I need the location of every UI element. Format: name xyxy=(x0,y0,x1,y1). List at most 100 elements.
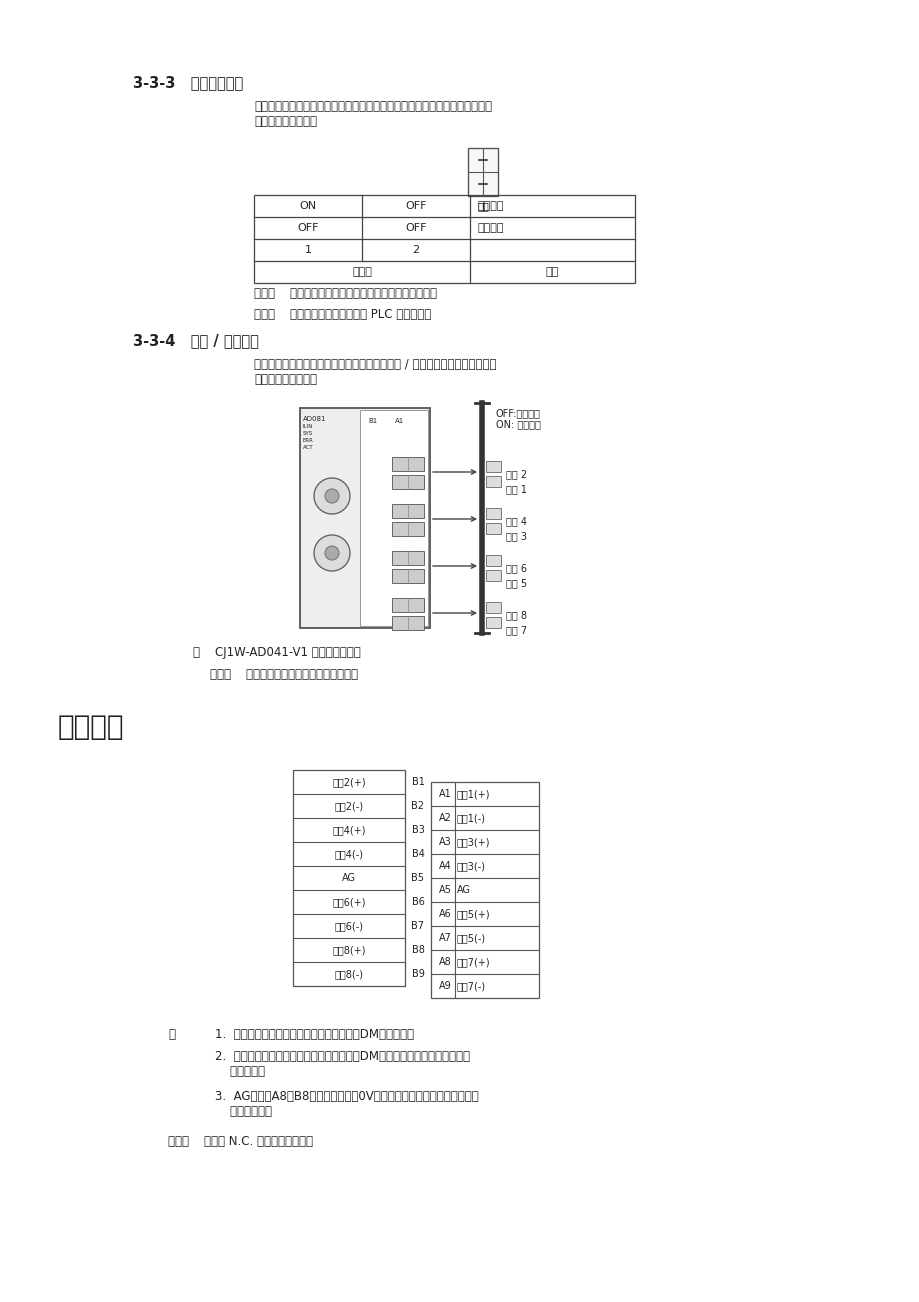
Text: AG: AG xyxy=(457,885,471,894)
Text: 输入5(+): 输入5(+) xyxy=(457,909,490,919)
Text: 3-3-3   操作模式开关: 3-3-3 操作模式开关 xyxy=(133,76,243,90)
Text: 注: 注 xyxy=(168,1029,175,1042)
Text: ！注意    安装或拆卸接线板前确定关闭电源。: ！注意 安装或拆卸接线板前确定关闭电源。 xyxy=(210,668,357,681)
Bar xyxy=(485,461,501,473)
Text: A7: A7 xyxy=(438,934,451,943)
Text: 输入 8: 输入 8 xyxy=(505,611,527,620)
Text: 输入2(-): 输入2(-) xyxy=(335,801,363,811)
Text: B7: B7 xyxy=(411,921,424,931)
Text: 模式: 模式 xyxy=(477,201,488,211)
Text: ILIN: ILIN xyxy=(302,424,313,428)
Text: OFF: OFF xyxy=(404,223,426,233)
Bar xyxy=(359,410,427,626)
Bar xyxy=(485,508,501,519)
Text: 输入2(+): 输入2(+) xyxy=(332,777,366,786)
Bar xyxy=(485,477,501,487)
Text: ERR: ERR xyxy=(302,437,313,443)
Bar xyxy=(485,555,501,566)
Text: AD081: AD081 xyxy=(302,417,326,422)
Text: 输入3(-): 输入3(-) xyxy=(457,861,485,871)
Text: 输入8(-): 输入8(-) xyxy=(335,969,363,979)
Text: A6: A6 xyxy=(438,909,451,919)
Text: 输入 4: 输入 4 xyxy=(505,516,527,526)
Text: 输入8(+): 输入8(+) xyxy=(332,945,366,954)
Text: 模式: 模式 xyxy=(545,267,559,277)
Bar xyxy=(391,475,424,490)
Bar xyxy=(391,504,424,518)
Text: 端子排列: 端子排列 xyxy=(58,713,124,741)
Text: AG: AG xyxy=(342,874,356,883)
Text: 插头号: 插头号 xyxy=(352,267,371,277)
Bar xyxy=(254,195,634,283)
Text: 输入 7: 输入 7 xyxy=(505,625,527,635)
Text: 模拟量转换输入可以通过改变接线板后面的电压 / 电流开关的插头设置从电压
输入调成电流输入。: 模拟量转换输入可以通过改变接线板后面的电压 / 电流开关的插头设置从电压 输入调… xyxy=(254,358,496,385)
Text: B6: B6 xyxy=(411,897,424,907)
Text: A4: A4 xyxy=(438,861,451,871)
Text: 1: 1 xyxy=(304,245,312,255)
Text: 调整模式: 调整模式 xyxy=(478,201,504,211)
Bar xyxy=(391,598,424,612)
Text: 1.  可以使用的模拟量输入号在数据存储器（DM）中设置。: 1. 可以使用的模拟量输入号在数据存储器（DM）中设置。 xyxy=(215,1029,414,1042)
Circle shape xyxy=(324,490,338,503)
Circle shape xyxy=(313,535,349,572)
Text: B4: B4 xyxy=(411,849,424,859)
Text: B9: B9 xyxy=(411,969,424,979)
Text: ！注意    不要对 N.C. 端子做任何连接。: ！注意 不要对 N.C. 端子做任何连接。 xyxy=(168,1135,312,1148)
Text: B2: B2 xyxy=(411,801,424,811)
Text: B8: B8 xyxy=(411,945,424,954)
Text: OFF: OFF xyxy=(297,223,318,233)
Text: B5: B5 xyxy=(411,874,424,883)
Bar xyxy=(292,769,404,986)
Text: SYS: SYS xyxy=(302,431,312,436)
Text: OFF: OFF xyxy=(404,201,426,211)
Text: 输入 1: 输入 1 xyxy=(505,484,527,493)
Text: 2: 2 xyxy=(412,245,419,255)
Bar xyxy=(300,408,429,628)
Text: A9: A9 xyxy=(438,980,451,991)
Circle shape xyxy=(313,478,349,514)
Text: 单元前板上的操作模式开关用来将操作模式设置成普通模式或调整模式（用于
调整偏移和增益）。: 单元前板上的操作模式开关用来将操作模式设置成普通模式或调整模式（用于 调整偏移和… xyxy=(254,100,492,128)
Text: 输入6(-): 输入6(-) xyxy=(335,921,363,931)
Bar xyxy=(391,551,424,565)
Text: 输入3(+): 输入3(+) xyxy=(457,837,490,848)
Text: 3-3-4   电压 / 电流开关: 3-3-4 电压 / 电流开关 xyxy=(133,333,258,348)
Text: 输入7(+): 输入7(+) xyxy=(457,957,490,967)
Text: A5: A5 xyxy=(438,885,451,894)
Text: 输入7(-): 输入7(-) xyxy=(457,980,485,991)
Text: 输入 6: 输入 6 xyxy=(505,562,527,573)
Text: 注    CJ1W-AD041-V1 仅有四个输入。: 注 CJ1W-AD041-V1 仅有四个输入。 xyxy=(193,646,360,659)
Bar xyxy=(391,457,424,471)
Bar xyxy=(485,523,501,534)
Text: 输入 2: 输入 2 xyxy=(505,469,527,479)
Text: 输入4(+): 输入4(+) xyxy=(332,825,366,835)
Text: 输入1(-): 输入1(-) xyxy=(457,812,485,823)
Text: ON: ON xyxy=(299,201,316,211)
Text: 输入 5: 输入 5 xyxy=(505,578,527,589)
Text: 输入5(-): 输入5(-) xyxy=(457,934,485,943)
Bar xyxy=(391,522,424,536)
Text: B1: B1 xyxy=(411,777,424,786)
Text: 输入 3: 输入 3 xyxy=(505,531,527,542)
Bar xyxy=(485,570,501,581)
Bar xyxy=(391,616,424,630)
Text: 输入6(+): 输入6(+) xyxy=(332,897,366,907)
Text: A3: A3 xyxy=(438,837,451,848)
Text: B1: B1 xyxy=(368,418,377,424)
Bar xyxy=(430,783,539,999)
Bar xyxy=(391,569,424,583)
Text: A1: A1 xyxy=(438,789,451,799)
Text: 输入1(+): 输入1(+) xyxy=(457,789,490,799)
Text: 普通模式: 普通模式 xyxy=(478,223,504,233)
Text: 输入4(-): 输入4(-) xyxy=(335,849,363,859)
Text: B3: B3 xyxy=(411,825,424,835)
Bar xyxy=(485,602,501,613)
Text: A8: A8 xyxy=(438,957,451,967)
Text: ACT: ACT xyxy=(302,445,313,450)
Text: OFF:电压输入
ON: 电流输入: OFF:电压输入 ON: 电流输入 xyxy=(495,408,540,430)
Text: A2: A2 xyxy=(438,812,451,823)
Text: 2.  单个输入的输入信号范围在数据存储器（DM）中设置，可以在输入号的单
    元中设置。: 2. 单个输入的输入信号范围在数据存储器（DM）中设置，可以在输入号的单 元中设… xyxy=(215,1049,470,1078)
Text: ！注意    除了上表所示的，不要将插头设置成其它组合。: ！注意 除了上表所示的，不要将插头设置成其它组合。 xyxy=(254,286,437,299)
Text: ！注意    安装或卸下单元前，确定 PLC 电源关闭。: ！注意 安装或卸下单元前，确定 PLC 电源关闭。 xyxy=(254,309,431,322)
Bar xyxy=(468,148,497,197)
Circle shape xyxy=(324,546,338,560)
